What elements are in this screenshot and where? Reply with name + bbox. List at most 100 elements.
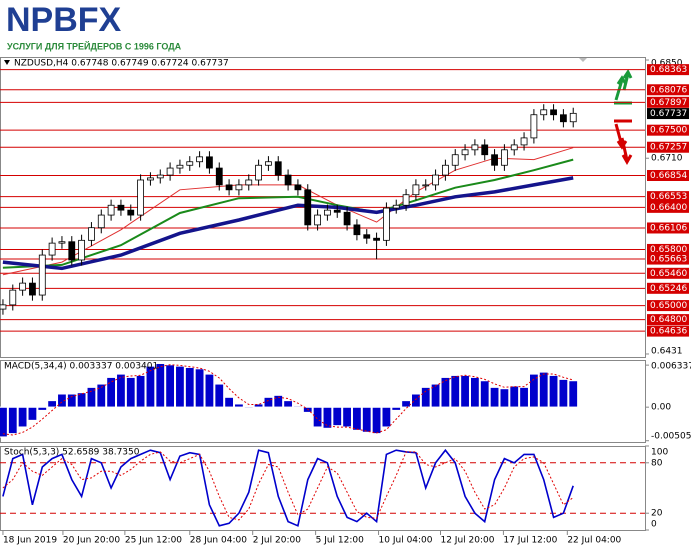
logo-brand: NPBFX [6,1,122,39]
candle-body [9,289,17,306]
candle-body [559,114,567,123]
macd-bar [66,393,77,408]
candle-body [147,177,154,181]
level-box [647,96,689,108]
candle-body [392,204,400,209]
macd-bar [322,406,333,429]
panel-title: NZDUSD,H4 0.67748 0.67749 0.67724 0.6773… [14,59,229,69]
macd-bar [450,374,461,408]
macd-bar [184,366,195,408]
macd-bar [96,383,107,408]
macd-bar [115,373,127,408]
macd-bar [135,374,146,408]
level-box [647,243,689,255]
macd-bar [332,406,343,427]
level-box [647,84,689,96]
macd-bar [509,385,520,408]
candle-body [235,184,243,191]
level-label: 0.64800 [650,315,687,325]
level-label: 0.68076 [650,85,687,95]
macd-bar [263,396,274,408]
candle-body [215,167,223,186]
level-box [647,191,689,203]
level-label: 0.64636 [650,327,687,337]
macd-bar [479,380,490,408]
macd-bar [56,393,68,408]
series-line [2,448,574,527]
level-label: 0.66854 [650,171,687,181]
candle-body [540,109,548,116]
x-tick-label: 17 Jul 12:00 [503,536,557,546]
macd-bar [145,365,156,408]
candle-body [225,184,233,191]
candle-body [333,209,341,213]
macd-bar [17,406,28,428]
macd-bar [0,406,9,438]
macd-bar [273,394,284,408]
candle-body [274,161,282,176]
candle-body [58,241,66,244]
macd-bar [499,387,510,408]
level-label: 0.67897 [650,98,687,108]
candle-body [245,179,253,186]
macd-bar [47,399,58,408]
macd-bar [204,373,215,408]
macd-bar [341,406,353,428]
y-tick-label: 80 [651,458,663,468]
panel-frame [0,446,646,531]
level-box [647,300,689,312]
candle-body [107,204,115,216]
candle-body [284,174,292,186]
macd-bar [76,391,87,408]
level-box [647,314,689,326]
candle-body [422,184,430,187]
macd-bar [155,362,166,408]
level-box [647,253,689,265]
candle-body [206,156,213,169]
candle-body [137,179,145,216]
series-line [2,451,574,521]
level-box [647,325,689,337]
x-tick-label: 25 Jun 12:00 [125,536,182,546]
down-arrows [614,119,633,166]
candle-body [520,137,528,146]
candle-body [176,164,184,169]
candle-body [156,174,164,179]
candle-body [29,282,36,296]
candle-body [510,144,518,151]
candle-body [19,282,27,291]
macd-bar [361,406,372,433]
level-box [647,141,689,153]
y-tick-label: 0.6850 [651,59,683,69]
candle-body [196,156,203,163]
y-tick-label: -0.005057 [651,432,691,442]
candle-body [265,161,272,166]
logo-tagline: УСЛУГИ ДЛЯ ТРЕЙДЕРОВ С 1996 ГОДА [7,40,182,51]
macd-bar [125,376,136,408]
candle-body [88,227,95,241]
macd-bar [7,406,18,435]
candle-body [166,167,174,176]
candle-body [569,112,577,123]
candle-body [481,144,489,156]
candle-body [471,144,479,151]
macd-bar [282,399,294,408]
corner-marker [578,57,588,62]
x-tick-label: 12 Jul 20:00 [440,536,494,546]
macd-bar [253,403,264,408]
candle-body [343,211,351,226]
macd-bar [558,378,569,408]
macd-bar [410,393,422,408]
macd-bar [214,383,225,408]
candle-body [363,234,371,239]
level-label: 0.68363 [650,65,687,75]
y-tick-label: 0.6431 [651,347,683,357]
up-arrows [614,69,633,105]
macd-bar [538,371,549,408]
candle-body [324,209,331,216]
macd-bar [174,365,186,408]
candle-body [491,154,498,166]
macd-bar [223,396,235,408]
x-tick-label: 5 Jul 12:00 [316,536,365,546]
